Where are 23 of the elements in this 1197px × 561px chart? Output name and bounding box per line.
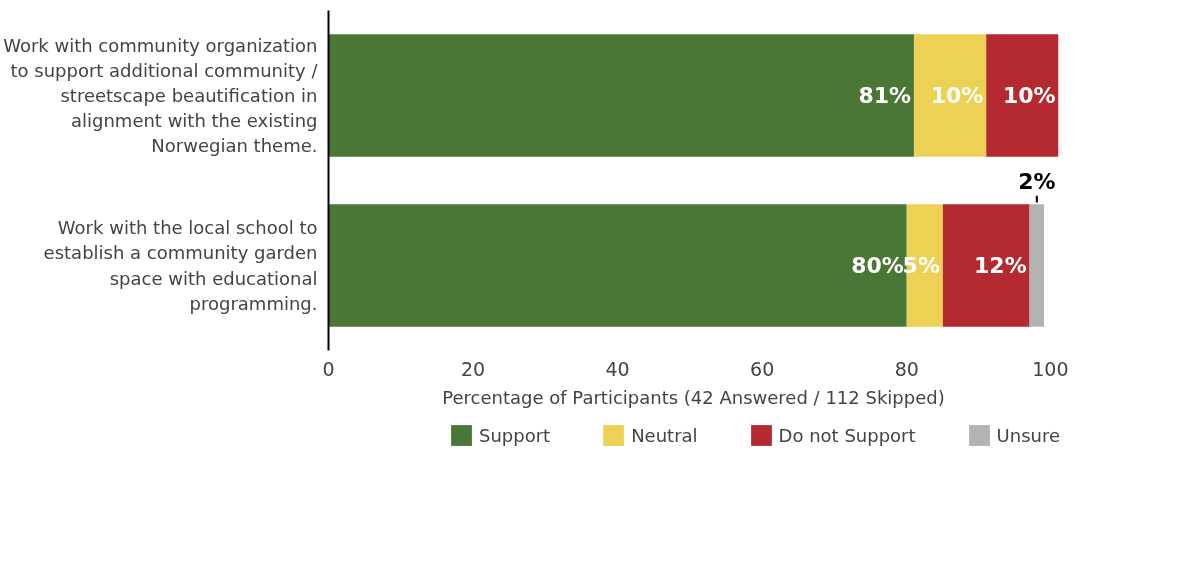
data-label: 81% — [858, 83, 912, 108]
data-label: 10% — [930, 83, 984, 108]
bar — [942, 204, 1030, 327]
data-label: 80% — [851, 253, 904, 278]
x-tick-label: 40 — [605, 357, 630, 380]
legend-label: Do not Support — [778, 424, 916, 446]
x-tick-label: 80 — [894, 357, 919, 380]
bar — [1029, 204, 1045, 327]
x-tick-label: 100 — [1032, 357, 1069, 380]
legend-label: Support — [479, 424, 551, 446]
x-tick-label: 0 — [322, 357, 335, 380]
x-axis-title: Percentage of Participants (42 Answered / 112 Skipped) — [442, 386, 945, 408]
x-tick-label: 60 — [750, 357, 775, 380]
x-tick-label: 20 — [460, 357, 486, 380]
legend-label: Neutral — [631, 424, 698, 446]
y-tick-label: Work with community organization to support additional community / streetscape beautification in alignment with the existing Norwegian theme. — [3, 34, 319, 157]
data-label: 12% — [974, 253, 1027, 278]
y-tick-label: Work with the local school to establish a community garden space with educational programming. — [43, 217, 318, 314]
legend-label: Unsure — [996, 424, 1060, 446]
data-label: 10% — [1002, 83, 1056, 108]
bar — [986, 34, 1059, 157]
bar — [913, 34, 987, 157]
data-label: 2% — [1018, 169, 1056, 195]
